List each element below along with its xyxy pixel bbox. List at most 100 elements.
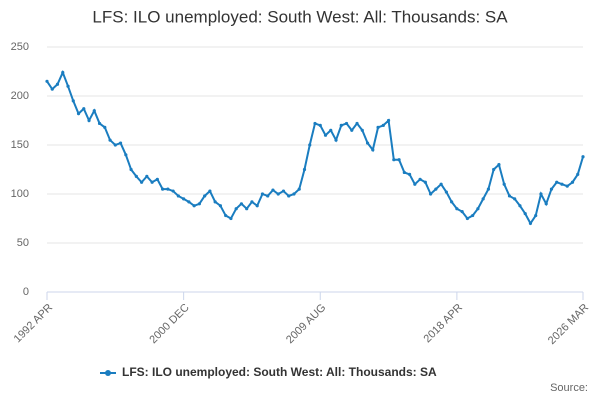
point bbox=[318, 123, 322, 127]
point bbox=[45, 79, 49, 83]
point bbox=[355, 121, 359, 126]
point bbox=[113, 143, 117, 147]
point bbox=[271, 188, 275, 192]
point bbox=[434, 187, 438, 191]
point bbox=[570, 180, 575, 184]
point bbox=[549, 187, 554, 191]
point bbox=[292, 192, 296, 196]
point bbox=[287, 194, 291, 198]
point bbox=[281, 189, 286, 193]
point bbox=[92, 109, 96, 113]
point bbox=[423, 180, 427, 184]
x-tick-label: 1992 APR bbox=[12, 302, 56, 346]
point bbox=[97, 121, 102, 126]
point bbox=[229, 216, 233, 221]
source: Source: bbox=[550, 382, 588, 394]
point bbox=[365, 141, 370, 145]
point bbox=[234, 207, 238, 211]
point bbox=[429, 192, 433, 196]
y-tick-label: 200 bbox=[11, 90, 29, 102]
point bbox=[61, 70, 65, 75]
point bbox=[302, 167, 307, 172]
point bbox=[534, 213, 538, 218]
point bbox=[392, 158, 396, 162]
point bbox=[523, 212, 527, 216]
point bbox=[176, 194, 180, 198]
point bbox=[192, 204, 196, 208]
point bbox=[71, 99, 75, 103]
point bbox=[518, 204, 522, 208]
point bbox=[250, 200, 254, 204]
point bbox=[329, 128, 333, 132]
point bbox=[376, 125, 380, 129]
point bbox=[344, 121, 349, 126]
point bbox=[492, 167, 496, 172]
point bbox=[166, 187, 170, 191]
point bbox=[439, 182, 443, 186]
point bbox=[413, 182, 417, 186]
chart-title: LFS: ILO unemployed: South West: All: Th… bbox=[92, 7, 508, 26]
point bbox=[203, 194, 207, 198]
y-tick-label: 150 bbox=[11, 139, 29, 151]
point bbox=[460, 210, 464, 214]
point bbox=[323, 133, 328, 137]
point bbox=[197, 202, 201, 206]
point bbox=[486, 187, 491, 191]
point bbox=[213, 200, 217, 204]
point bbox=[513, 197, 517, 201]
legend-marker bbox=[105, 370, 111, 376]
point bbox=[381, 123, 385, 127]
point bbox=[476, 207, 480, 211]
series-line bbox=[46, 69, 584, 226]
x-tick-label: 2009 AUG bbox=[284, 302, 328, 346]
y-tick-label: 100 bbox=[11, 188, 29, 200]
point bbox=[66, 84, 70, 88]
point bbox=[539, 192, 543, 196]
point bbox=[145, 174, 149, 178]
point bbox=[560, 182, 564, 186]
point bbox=[208, 189, 212, 193]
point bbox=[471, 213, 475, 218]
point bbox=[313, 121, 317, 126]
point bbox=[161, 187, 165, 191]
point bbox=[308, 143, 312, 147]
point bbox=[297, 187, 301, 191]
x-tick-label: 2000 DEC bbox=[147, 302, 191, 346]
point bbox=[139, 180, 144, 184]
point bbox=[386, 118, 391, 123]
point bbox=[187, 200, 191, 204]
point bbox=[150, 180, 154, 184]
point bbox=[544, 202, 548, 206]
point bbox=[444, 190, 448, 194]
y-tick-label: 0 bbox=[23, 286, 29, 298]
point bbox=[334, 138, 338, 142]
point bbox=[502, 182, 506, 186]
point bbox=[418, 177, 422, 181]
point bbox=[276, 192, 280, 196]
y-tick-label: 50 bbox=[17, 237, 29, 249]
point bbox=[108, 138, 112, 142]
point bbox=[339, 123, 343, 127]
point bbox=[455, 207, 459, 211]
point bbox=[239, 202, 244, 206]
point bbox=[407, 172, 412, 176]
point bbox=[576, 172, 580, 176]
point bbox=[155, 177, 159, 181]
point bbox=[260, 192, 265, 196]
point bbox=[55, 82, 60, 86]
point bbox=[528, 221, 533, 225]
point bbox=[82, 107, 86, 111]
point bbox=[397, 158, 401, 162]
point bbox=[555, 180, 559, 184]
point bbox=[481, 197, 485, 201]
point bbox=[134, 174, 138, 178]
point bbox=[87, 118, 91, 123]
y-tick-label: 250 bbox=[11, 41, 29, 53]
point bbox=[124, 153, 128, 157]
point bbox=[371, 148, 375, 152]
point bbox=[465, 216, 469, 221]
point bbox=[218, 204, 223, 208]
point bbox=[565, 184, 569, 188]
point bbox=[497, 163, 501, 167]
